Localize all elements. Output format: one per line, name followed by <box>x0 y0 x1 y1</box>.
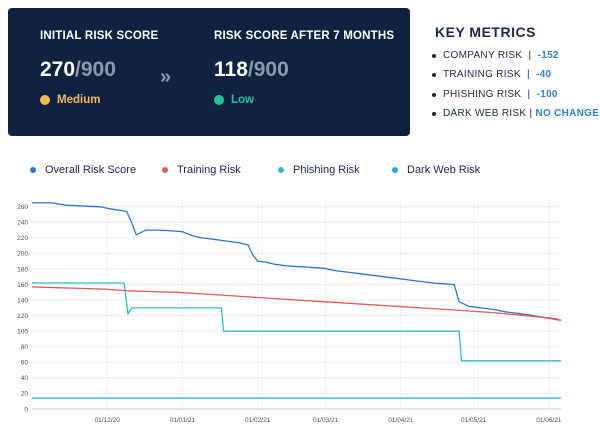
key-metrics-title: KEY METRICS <box>435 24 536 40</box>
low-status-dot-icon <box>214 95 224 105</box>
y-tick-label: 80 <box>21 344 29 351</box>
legend-label: Dark Web Risk <box>407 164 481 176</box>
chevron-double-right-icon: » <box>160 66 171 88</box>
key-metrics: KEY METRICS COMPANY RISK | -152 TRAINING… <box>432 24 600 128</box>
x-tick-label: 01/01/21 <box>170 417 196 424</box>
after-score-value: 118/900 <box>214 58 394 82</box>
legend-dot-icon <box>392 167 398 173</box>
y-tick-label: 240 <box>17 220 28 227</box>
metric-phishing-risk: PHISHING RISK | -100 <box>432 89 600 108</box>
metric-name: TRAINING RISK <box>443 69 521 81</box>
initial-score-max: /900 <box>75 58 116 81</box>
metric-name: PHISHING RISK <box>443 88 522 100</box>
x-tick-label: 01/04/21 <box>388 417 414 424</box>
metric-name: COMPANY RISK <box>443 50 523 61</box>
initial-level-text: Medium <box>57 94 101 106</box>
legend-label: Overall Risk Score <box>45 164 137 176</box>
x-tick-label: 01/06/21 <box>536 417 562 424</box>
risk-score-line-chart: 0 20 40 60 80 100 120 140 160 180 200 220 240 260 01/1… <box>17 199 562 424</box>
legend-item-overall[interactable]: Overall Risk Score <box>30 164 136 176</box>
chart-series <box>31 202 562 399</box>
after-score-max: /900 <box>247 58 289 81</box>
y-tick-label: 120 <box>17 313 28 320</box>
legend-item-dark-web[interactable]: Dark Web Risk <box>392 164 480 176</box>
metric-separator: | <box>522 50 538 61</box>
metric-value: -152 <box>537 50 559 61</box>
initial-risk-score: INITIAL RISK SCORE 270/900 Medium <box>40 30 158 106</box>
legend-label: Training Risk <box>177 164 241 176</box>
metric-separator: | <box>520 69 537 81</box>
initial-score-number: 270 <box>40 58 76 81</box>
after-risk-score: RISK SCORE AFTER 7 MONTHS 118/900 Low <box>214 30 394 106</box>
metric-name: DARK WEB RISK <box>443 108 527 120</box>
y-tick-label: 40 <box>21 375 29 382</box>
after-score-label: RISK SCORE AFTER 7 MONTHS <box>214 30 395 42</box>
y-tick-label: 140 <box>17 297 28 304</box>
legend-dot-icon <box>162 167 168 173</box>
y-tick-label: 260 <box>17 204 28 211</box>
metric-separator: | <box>521 88 537 100</box>
x-tick-label: 01/12/20 <box>95 417 121 424</box>
y-tick-label: 160 <box>17 282 28 289</box>
metric-value: -40 <box>536 69 552 81</box>
key-metrics-list: COMPANY RISK | -152 TRAINING RISK | -40 … <box>432 50 600 128</box>
initial-score-value: 270/900 <box>40 58 158 82</box>
metric-training-risk: TRAINING RISK | -40 <box>432 69 600 88</box>
x-tick-label: 01/05/21 <box>461 417 487 424</box>
y-tick-label: 0 <box>24 406 28 413</box>
initial-risk-level: Medium <box>40 94 158 106</box>
y-tick-label: 220 <box>17 235 28 242</box>
metric-dark-web-risk: DARK WEB RISK | NO CHANGE <box>432 108 600 127</box>
legend-item-training[interactable]: Training Risk <box>162 164 241 176</box>
y-tick-label: 20 <box>21 391 29 398</box>
after-level-text: Low <box>231 94 254 106</box>
initial-score-label: INITIAL RISK SCORE <box>40 30 159 42</box>
chart-gridlines <box>32 199 561 412</box>
y-tick-label: 60 <box>21 360 29 367</box>
series-line-phishing-risk <box>32 282 561 362</box>
y-tick-label: 100 <box>17 329 28 336</box>
legend-dot-icon <box>30 167 36 173</box>
legend-label: Phishing Risk <box>293 164 360 176</box>
series-line-overall-risk-score <box>32 202 562 321</box>
metric-value: -100 <box>536 88 558 100</box>
x-tick-label: 01/02/21 <box>245 417 271 424</box>
metric-value: NO CHANGE <box>535 108 600 120</box>
x-tick-label: 01/03/21 <box>313 417 339 424</box>
after-score-number: 118 <box>214 58 248 81</box>
legend-item-phishing[interactable]: Phishing Risk <box>278 164 360 176</box>
score-summary-panel: INITIAL RISK SCORE 270/900 Medium » RISK… <box>8 8 410 136</box>
y-tick-label: 200 <box>17 251 28 258</box>
metric-company-risk: COMPANY RISK | -152 <box>432 50 600 69</box>
chart-legend: Overall Risk Score Training Risk Phishin… <box>0 164 600 180</box>
chart-axes: 0 20 40 60 80 100 120 140 160 180 200 220 240 260 01/1… <box>17 204 562 424</box>
after-risk-level: Low <box>214 94 394 106</box>
legend-dot-icon <box>278 167 284 173</box>
medium-status-dot-icon <box>40 95 50 105</box>
metric-separator: | <box>526 108 536 120</box>
y-tick-label: 180 <box>17 266 28 273</box>
series-line-training-risk <box>31 286 562 321</box>
